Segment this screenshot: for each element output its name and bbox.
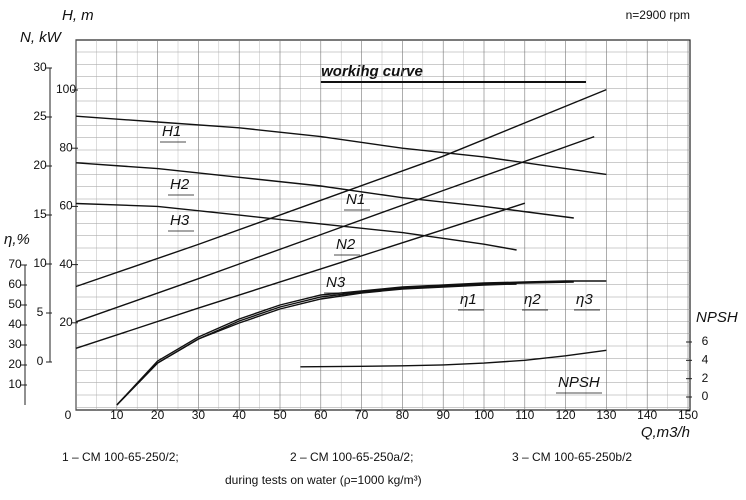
x-tick-label: 30 <box>192 408 206 422</box>
eta-tick-label: 30 <box>8 337 22 351</box>
curve <box>75 135 595 323</box>
footnote: 2 – CM 100-65-250a/2; <box>290 450 413 464</box>
n-tick-label: 20 <box>33 158 47 172</box>
npsh-tick-label: 6 <box>702 334 709 348</box>
footnote: during tests on water (ρ=1000 kg/m³) <box>225 473 422 487</box>
curve <box>75 115 607 176</box>
x-tick-label: 40 <box>233 408 247 422</box>
curve <box>75 88 607 288</box>
eta-tick-label: 70 <box>8 257 22 271</box>
n-tick-label: 15 <box>33 207 47 221</box>
n-tick-label: 25 <box>33 109 47 123</box>
x-tick-label: 90 <box>437 408 451 422</box>
h-tick-label: 80 <box>59 140 73 154</box>
eta-tick-label: 60 <box>8 277 22 291</box>
curve-label: N3 <box>326 274 346 291</box>
curve-label: N1 <box>346 191 365 208</box>
footnote: 3 – CM 100-65-250b/2 <box>512 450 632 464</box>
curve <box>116 280 607 406</box>
x-tick-label: 70 <box>355 408 369 422</box>
h-tick-label: 60 <box>59 199 73 213</box>
x-tick-label: 50 <box>273 408 287 422</box>
curve <box>116 281 574 406</box>
x-tick-label: 20 <box>151 408 165 422</box>
eta-tick-label: 10 <box>8 377 22 391</box>
x-axis-label: Q,m3/h <box>641 424 690 441</box>
x-tick-label: 60 <box>314 408 328 422</box>
x-tick-label: 10 <box>110 408 124 422</box>
n-tick-label: 5 <box>37 305 44 319</box>
curve-label: η3 <box>576 291 593 308</box>
x-tick-label: 0 <box>65 408 72 422</box>
n-tick-label: 10 <box>33 256 47 270</box>
n-tick-label: 0 <box>37 354 44 368</box>
npsh-tick-label: 0 <box>702 389 709 403</box>
curve <box>116 283 517 406</box>
npsh-tick-label: 2 <box>702 371 709 385</box>
x-tick-label: 130 <box>596 408 616 422</box>
x-tick-label: 80 <box>396 408 410 422</box>
eta-tick-label: 20 <box>8 357 22 371</box>
footnote: 1 – CM 100-65-250/2; <box>62 450 179 464</box>
curve-label: H3 <box>170 212 190 229</box>
curve-label: η1 <box>460 291 477 308</box>
curve-label: η2 <box>524 291 541 308</box>
curve-label: NPSH <box>558 374 600 391</box>
working-label: workihg curve <box>321 63 423 80</box>
x-tick-label: 120 <box>556 408 576 422</box>
npsh-tick-label: 4 <box>702 353 709 367</box>
x-tick-label: 110 <box>515 408 534 422</box>
x-tick-label: 140 <box>637 408 657 422</box>
curve <box>300 349 607 368</box>
n-axis-label: N, kW <box>20 29 63 46</box>
eta-tick-label: 50 <box>8 297 22 311</box>
npsh-axis-label: NPSH <box>696 309 738 326</box>
x-tick-label: 150 <box>678 408 698 422</box>
eta-axis-label: η,% <box>4 231 30 248</box>
h-tick-label: 100 <box>56 82 76 96</box>
x-tick-label: 100 <box>474 408 494 422</box>
curve <box>75 202 526 349</box>
h-axis-label: H, m <box>62 7 94 24</box>
eta-tick-label: 40 <box>8 317 22 331</box>
curve <box>75 162 574 219</box>
curve-label: H2 <box>170 176 190 193</box>
h-tick-label: 40 <box>59 257 73 271</box>
speed-note: n=2900 rpm <box>626 8 690 22</box>
curve <box>75 202 517 251</box>
h-tick-label: 20 <box>59 315 73 329</box>
curve-label: N2 <box>336 236 356 253</box>
curve-label: H1 <box>162 123 181 140</box>
n-tick-label: 30 <box>33 60 47 74</box>
